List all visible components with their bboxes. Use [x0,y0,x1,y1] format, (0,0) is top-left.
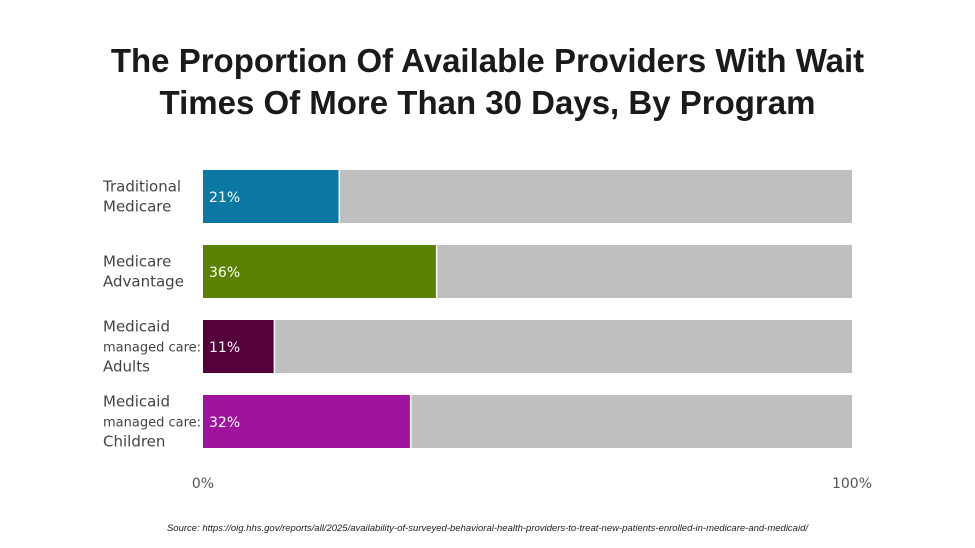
bar-1 [203,170,340,223]
value-label-3: 11% [209,340,240,356]
category-label-1-line-2: Medicare [103,198,171,216]
bar-remainder-1 [339,170,852,223]
category-label-2-line-1: Medicare [103,253,171,271]
chart-title-line-1: The Proportion Of Available Providers Wi… [110,42,865,79]
chart-title-line-2: Times Of More Than 30 Days, By Program [159,84,816,121]
value-label-2: 36% [209,265,240,281]
source-note: Source: https://oig.hhs.gov/reports/all/… [166,523,809,534]
bar-4 [203,395,411,448]
category-label-3-line-1: Medicaid [103,318,170,336]
bar-remainder-4 [410,395,852,448]
category-label-4-line-2: managed care: [103,416,201,431]
bar-remainder-3 [274,320,852,373]
chart-title: The Proportion Of Available Providers Wi… [0,40,975,124]
bar-2 [203,245,437,298]
category-label-4-line-1: Medicaid [103,393,170,411]
value-label-4: 32% [209,415,240,431]
x-tick-label-1: 0% [192,476,214,492]
bar-remainder-2 [436,245,852,298]
category-label-2-line-2: Advantage [103,273,184,291]
bar-3 [203,320,275,373]
category-label-4-line-3: Children [103,433,165,451]
value-label-1: 21% [209,190,240,206]
category-label-3-line-3: Adults [103,358,150,376]
category-label-3-line-2: managed care: [103,341,201,356]
category-label-1-line-1: Traditional [102,178,181,196]
x-tick-label-2: 100% [832,476,872,492]
